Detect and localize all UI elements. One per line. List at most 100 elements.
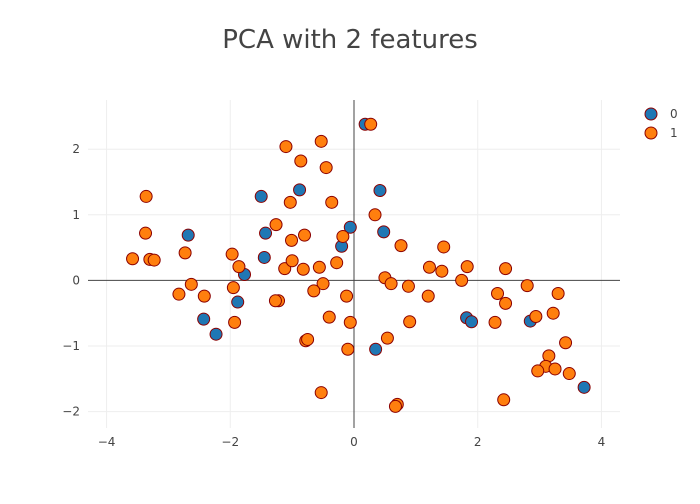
point-class-1[interactable] — [364, 117, 378, 131]
point-class-1[interactable] — [546, 306, 560, 320]
point-class-1[interactable] — [421, 289, 435, 303]
point-class-1[interactable] — [312, 260, 326, 274]
legend-marker — [644, 126, 658, 140]
x-tick-label: 4 — [598, 435, 606, 449]
point-class-1[interactable] — [268, 294, 282, 308]
point-class-1[interactable] — [139, 189, 153, 203]
point-class-1[interactable] — [388, 399, 402, 413]
chart-title: PCA with 2 features — [222, 25, 478, 55]
point-class-1[interactable] — [341, 342, 355, 356]
point-class-1[interactable] — [147, 253, 161, 267]
point-class-1[interactable] — [343, 315, 357, 329]
point-class-0[interactable] — [373, 184, 387, 198]
point-class-1[interactable] — [322, 310, 336, 324]
legend-item-1[interactable]: 1 — [644, 126, 678, 140]
point-class-1[interactable] — [126, 252, 140, 266]
point-class-1[interactable] — [307, 284, 321, 298]
point-class-1[interactable] — [228, 315, 242, 329]
point-class-1[interactable] — [460, 260, 474, 274]
point-class-1[interactable] — [384, 277, 398, 291]
point-class-0[interactable] — [293, 183, 307, 197]
point-class-1[interactable] — [319, 161, 333, 175]
point-class-1[interactable] — [296, 262, 310, 276]
point-class-0[interactable] — [343, 220, 357, 234]
point-class-1[interactable] — [488, 315, 502, 329]
point-class-1[interactable] — [278, 262, 292, 276]
point-class-1[interactable] — [562, 367, 576, 381]
point-class-1[interactable] — [285, 254, 299, 268]
legend-label: 1 — [670, 126, 678, 140]
point-class-1[interactable] — [340, 289, 354, 303]
point-class-1[interactable] — [330, 256, 344, 270]
point-class-1[interactable] — [139, 226, 153, 240]
point-class-1[interactable] — [401, 279, 415, 293]
legend-item-0[interactable]: 0 — [644, 107, 678, 121]
legend-marker — [644, 107, 658, 121]
x-tick-label: 0 — [350, 435, 358, 449]
point-class-1[interactable] — [232, 260, 246, 274]
point-class-1[interactable] — [551, 287, 565, 301]
point-class-0[interactable] — [577, 380, 591, 394]
point-class-1[interactable] — [314, 386, 328, 400]
point-class-0[interactable] — [209, 327, 223, 341]
y-tick-label: −1 — [62, 339, 80, 353]
point-class-1[interactable] — [325, 195, 339, 209]
point-class-1[interactable] — [226, 281, 240, 295]
point-class-1[interactable] — [529, 309, 543, 323]
tick-labels: −4 −2 0 2 4 −2 −1 0 1 2 — [62, 142, 605, 449]
point-class-1[interactable] — [283, 195, 297, 209]
point-class-1[interactable] — [314, 134, 328, 148]
y-tick-label: 0 — [72, 273, 80, 287]
point-class-0[interactable] — [197, 312, 211, 326]
point-class-1[interactable] — [520, 279, 534, 293]
point-class-1[interactable] — [455, 273, 469, 287]
x-tick-label: −4 — [98, 435, 116, 449]
legend[interactable]: 01 — [644, 107, 678, 140]
point-class-1[interactable] — [336, 229, 350, 243]
point-class-0[interactable] — [254, 189, 268, 203]
point-class-1[interactable] — [298, 228, 312, 242]
point-class-1[interactable] — [499, 262, 513, 276]
point-class-1[interactable] — [491, 287, 505, 301]
data-points — [126, 117, 591, 413]
x-tick-label: 2 — [474, 435, 482, 449]
point-class-1[interactable] — [285, 233, 299, 247]
point-class-1[interactable] — [548, 362, 562, 376]
point-class-0[interactable] — [465, 315, 479, 329]
y-tick-label: 2 — [72, 142, 80, 156]
x-tick-label: −2 — [221, 435, 239, 449]
point-class-1[interactable] — [178, 246, 192, 260]
point-class-1[interactable] — [301, 332, 315, 346]
y-tick-label: 1 — [72, 208, 80, 222]
point-class-1[interactable] — [499, 296, 513, 310]
point-class-1[interactable] — [269, 218, 283, 232]
point-class-1[interactable] — [394, 239, 408, 253]
point-class-0[interactable] — [259, 226, 273, 240]
point-class-1[interactable] — [184, 277, 198, 291]
y-tick-label: −2 — [62, 405, 80, 419]
point-class-1[interactable] — [279, 140, 293, 154]
point-class-1[interactable] — [294, 154, 308, 168]
point-class-1[interactable] — [368, 208, 382, 222]
point-class-0[interactable] — [377, 225, 391, 239]
point-class-1[interactable] — [380, 331, 394, 345]
point-class-1[interactable] — [197, 289, 211, 303]
point-class-1[interactable] — [403, 315, 417, 329]
point-class-1[interactable] — [497, 393, 511, 407]
point-class-1[interactable] — [225, 247, 239, 261]
point-class-1[interactable] — [531, 364, 545, 378]
point-class-0[interactable] — [257, 250, 271, 264]
point-class-1[interactable] — [435, 264, 449, 278]
point-class-0[interactable] — [231, 295, 245, 309]
point-class-1[interactable] — [422, 260, 436, 274]
point-class-0[interactable] — [181, 228, 195, 242]
point-class-1[interactable] — [559, 336, 573, 350]
point-class-1[interactable] — [172, 287, 186, 301]
point-class-1[interactable] — [437, 240, 451, 254]
legend-label: 0 — [670, 107, 678, 121]
point-class-1[interactable] — [316, 277, 330, 291]
point-class-0[interactable] — [369, 342, 383, 356]
axes — [88, 100, 620, 428]
